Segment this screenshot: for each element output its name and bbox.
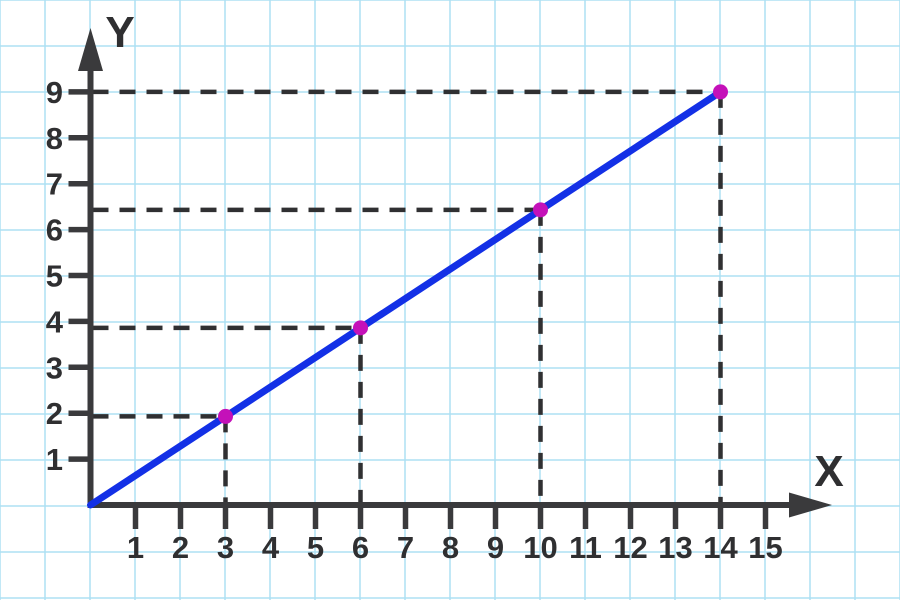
y-tick-label: 7 [46,167,63,202]
y-axis-arrowhead [78,28,103,71]
data-point [218,408,233,424]
x-tick-label: 11 [569,530,602,565]
x-tick-label: 6 [352,530,369,565]
x-tick-label: 14 [703,530,738,565]
data-points-layer [218,84,728,424]
x-tick-label: 7 [397,530,414,565]
function-line-layer [87,88,724,509]
x-tick-label: 13 [658,530,692,565]
data-point [713,84,728,100]
y-tick-label: 5 [46,259,63,294]
data-point [533,202,548,218]
y-tick-label: 4 [46,304,64,339]
function-line [87,88,724,509]
y-tick-label: 2 [46,396,63,431]
y-tick-label: 6 [46,213,63,248]
x-tick-label: 2 [172,530,189,565]
point-guide-lines [92,89,723,503]
x-tick-label: 9 [487,530,504,565]
x-tick-label: 10 [523,530,557,565]
x-tick-label: 3 [217,530,234,565]
x-tick-label: 1 [127,530,144,565]
y-axis-label: Y [105,8,134,57]
x-axis-arrowhead [789,492,832,518]
data-point [353,320,368,336]
y-tick-label: 1 [46,442,63,477]
x-tick-label: 4 [262,530,280,565]
x-tick-label: 5 [307,530,324,565]
y-tick-label: 3 [46,350,63,385]
y-tick-label: 9 [46,75,63,110]
x-tick-label: 8 [442,530,459,565]
x-tick-label: 12 [613,530,647,565]
y-tick-label: 8 [46,121,63,156]
x-tick-label: 15 [748,530,782,565]
x-axis-label: X [814,447,843,496]
